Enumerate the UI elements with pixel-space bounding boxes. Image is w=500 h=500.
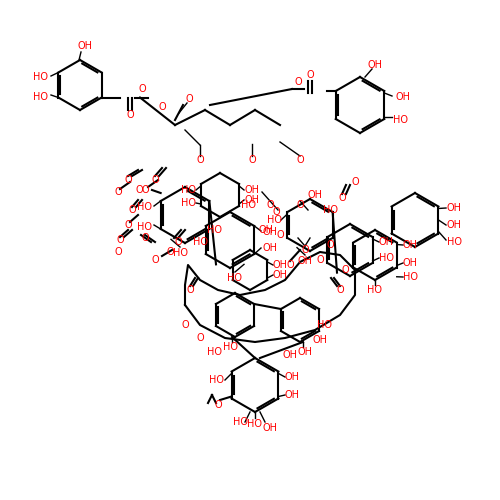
Text: HO: HO (34, 72, 48, 82)
Text: O: O (196, 333, 204, 343)
Text: HO: HO (208, 347, 222, 357)
Text: O: O (276, 230, 284, 240)
Text: OH: OH (446, 220, 462, 230)
Text: OH: OH (272, 270, 287, 280)
Text: HO: HO (318, 320, 332, 330)
Text: O: O (185, 94, 193, 104)
Text: OH: OH (308, 190, 322, 200)
Text: O: O (166, 247, 174, 257)
Text: OH: OH (298, 347, 312, 357)
Text: O: O (126, 110, 134, 120)
Text: OH: OH (284, 372, 300, 382)
Text: HO: HO (222, 342, 238, 352)
Text: O: O (351, 177, 359, 187)
Text: OH: OH (244, 195, 260, 205)
Text: OH: OH (244, 185, 260, 195)
Text: OH: OH (378, 237, 394, 247)
Text: OH: OH (402, 258, 417, 268)
Text: HO: HO (208, 375, 224, 385)
Text: OH: OH (284, 390, 300, 400)
Text: O: O (266, 200, 274, 210)
Text: O: O (128, 205, 136, 215)
Text: OH: OH (312, 335, 328, 345)
Text: O: O (301, 245, 309, 255)
Text: O: O (114, 187, 122, 197)
Text: HO: HO (192, 237, 208, 247)
Text: O: O (286, 260, 294, 270)
Text: OH: OH (298, 256, 312, 266)
Text: O: O (174, 237, 182, 247)
Text: HO: HO (34, 92, 48, 102)
Text: OH: OH (258, 225, 274, 235)
Text: OH: OH (282, 350, 298, 360)
Text: O: O (294, 77, 302, 87)
Text: O: O (338, 193, 346, 203)
Text: O: O (135, 185, 143, 195)
Text: HO: HO (446, 237, 462, 247)
Text: O: O (124, 175, 132, 185)
Text: OH: OH (396, 92, 410, 102)
Text: O: O (316, 255, 324, 265)
Text: O: O (306, 70, 314, 80)
Text: HO: HO (180, 198, 196, 208)
Text: HO: HO (378, 253, 394, 263)
Text: OH: OH (262, 227, 278, 237)
Text: O: O (151, 175, 159, 185)
Text: O: O (158, 102, 166, 112)
Text: HO: HO (180, 185, 196, 195)
Text: HO: HO (322, 205, 338, 215)
Text: OH: OH (78, 41, 92, 51)
Text: O: O (214, 400, 222, 410)
Text: HO: HO (208, 225, 222, 235)
Text: O: O (296, 155, 304, 165)
Text: HO: HO (138, 202, 152, 212)
Text: O: O (336, 285, 344, 295)
Text: O: O (124, 220, 132, 230)
Text: O: O (196, 155, 204, 165)
Text: O: O (116, 235, 124, 245)
Text: O: O (181, 320, 189, 330)
Text: O: O (114, 247, 122, 257)
Text: OH: OH (272, 260, 287, 270)
Text: O: O (138, 84, 146, 94)
Text: HO: HO (172, 248, 188, 258)
Text: O: O (296, 200, 304, 210)
Text: OH: OH (262, 243, 278, 253)
Text: O: O (186, 285, 194, 295)
Text: OH: OH (262, 423, 278, 433)
Text: HO: HO (248, 419, 262, 429)
Text: O: O (141, 185, 149, 195)
Text: HO: HO (392, 115, 407, 125)
Text: HO: HO (240, 200, 256, 210)
Text: O: O (248, 155, 256, 165)
Text: OH: OH (368, 60, 382, 70)
Text: HO: HO (368, 285, 382, 295)
Text: O: O (141, 233, 149, 243)
Text: O: O (326, 240, 334, 250)
Text: HO: HO (228, 273, 242, 283)
Text: OH: OH (402, 240, 417, 250)
Text: HO: HO (138, 222, 152, 232)
Text: O: O (151, 255, 159, 265)
Text: O: O (341, 265, 349, 275)
Text: HO: HO (266, 215, 281, 225)
Text: O: O (272, 207, 280, 217)
Text: OH: OH (446, 203, 462, 213)
Text: HO: HO (402, 272, 417, 282)
Text: HO: HO (232, 417, 248, 427)
